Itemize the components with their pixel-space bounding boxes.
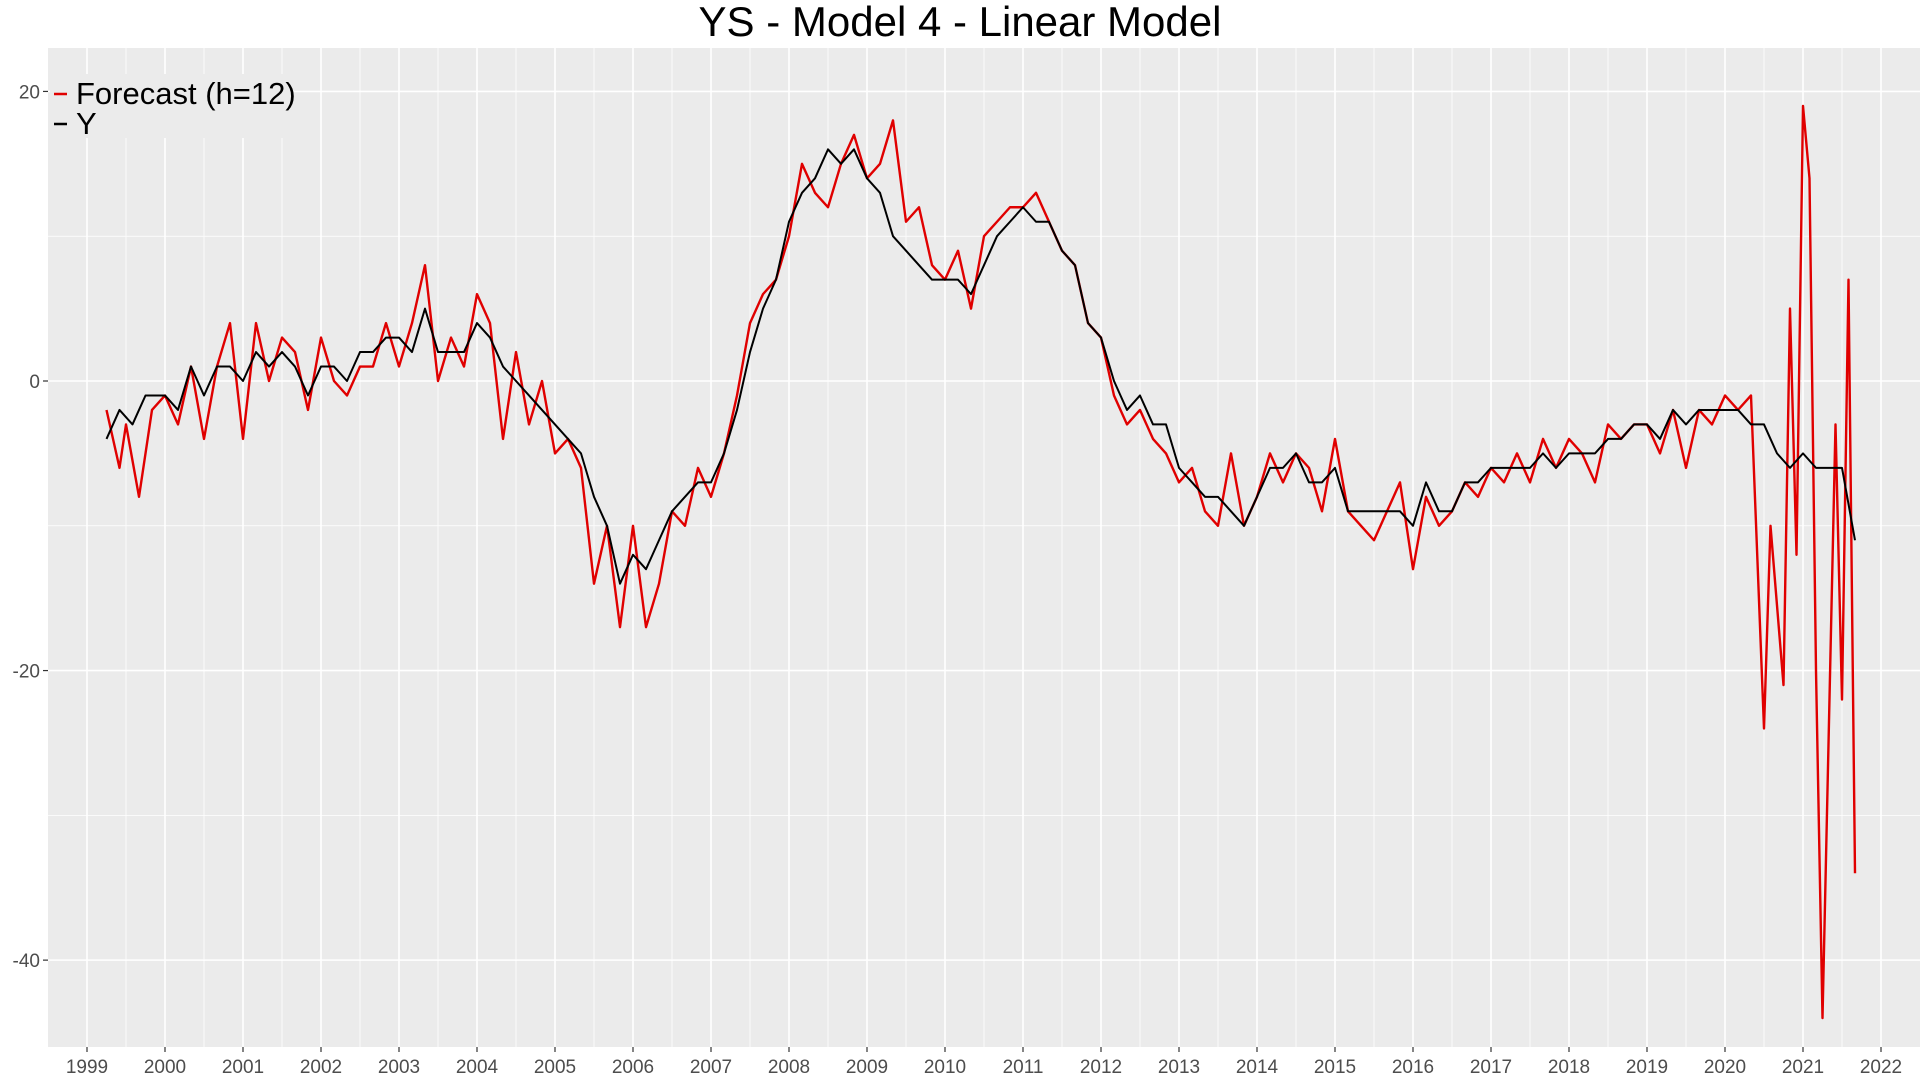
y-axis: 20 0 -20 -40 <box>13 82 48 972</box>
x-tick-label: 2018 <box>1548 1057 1590 1078</box>
x-tick-label: 2007 <box>690 1057 732 1078</box>
series-line-y <box>105 148 1856 585</box>
legend-label-y: Y <box>76 106 97 141</box>
x-tick-label: 2014 <box>1236 1057 1279 1078</box>
x-tick-label: 2005 <box>534 1057 576 1078</box>
x-tick-label: 2003 <box>378 1057 420 1078</box>
x-tick-label: 2019 <box>1626 1057 1668 1078</box>
x-axis: 1999 2000 2001 2002 2003 2004 2005 2006 2007 2008… <box>66 1047 1902 1078</box>
y-tick-label: 20 <box>19 82 40 103</box>
x-tick-label: 1999 <box>66 1057 108 1078</box>
x-tick-label: 2002 <box>300 1057 342 1078</box>
x-tick-label: 2017 <box>1470 1057 1512 1078</box>
x-tick-label: 2006 <box>612 1057 654 1078</box>
x-tick-label: 2004 <box>456 1057 499 1078</box>
minor-gridlines <box>48 48 1920 1047</box>
x-tick-label: 2013 <box>1158 1057 1200 1078</box>
chart-title: YS - Model 4 - Linear Model <box>699 0 1222 45</box>
x-tick-label: 2016 <box>1392 1057 1434 1078</box>
legend-box <box>50 74 290 138</box>
x-tick-label: 2000 <box>144 1057 186 1078</box>
x-tick-label: 2009 <box>846 1057 888 1078</box>
legend-label-forecast: Forecast (h=12) <box>76 76 296 111</box>
major-gridlines <box>48 48 1920 1047</box>
x-tick-label: 2015 <box>1314 1057 1356 1078</box>
y-tick-label: 0 <box>29 372 40 393</box>
x-tick-label: 2021 <box>1782 1057 1824 1078</box>
x-tick-label: 2001 <box>222 1057 264 1078</box>
x-tick-label: 2011 <box>1003 1057 1044 1078</box>
x-tick-label: 2010 <box>924 1057 966 1078</box>
y-tick-label: -20 <box>13 662 40 683</box>
x-tick-label: 2020 <box>1704 1057 1746 1078</box>
y-tick-label: -40 <box>13 951 40 972</box>
series-layer <box>105 104 1857 1020</box>
legend: Forecast (h=12)Y <box>50 74 296 141</box>
x-tick-label: 2008 <box>768 1057 810 1078</box>
series-line-forecast <box>105 104 1857 1020</box>
x-tick-label: 2012 <box>1080 1057 1122 1078</box>
x-tick-label: 2022 <box>1860 1057 1902 1078</box>
